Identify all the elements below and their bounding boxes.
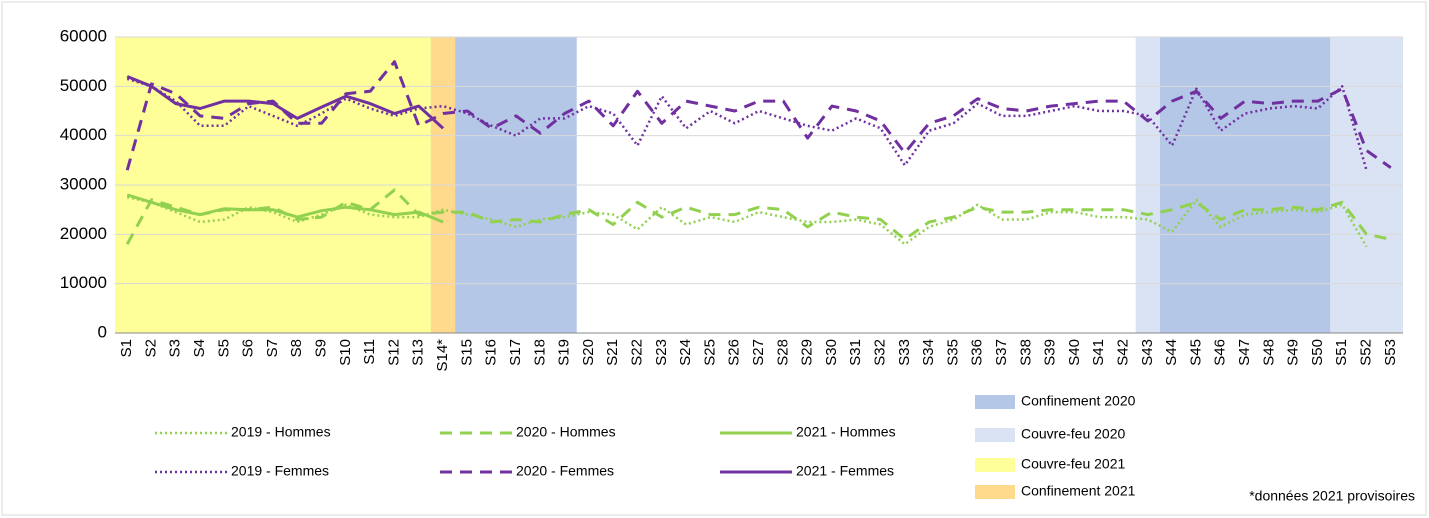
legend-swatch bbox=[975, 428, 1015, 442]
x-tick-label: S10 bbox=[337, 339, 354, 366]
x-tick-label: S18 bbox=[531, 339, 548, 366]
x-tick-label: S11 bbox=[361, 339, 378, 365]
x-tick-label: S40 bbox=[1066, 339, 1083, 366]
legend-swatch bbox=[975, 485, 1015, 499]
legend-label: Confinement 2020 bbox=[1021, 393, 1136, 409]
y-tick-label: 60000 bbox=[60, 26, 107, 45]
legend-label: Couvre-feu 2020 bbox=[1021, 426, 1126, 442]
x-tick-label: S9 bbox=[313, 339, 330, 357]
legend-label: 2021 - Hommes bbox=[796, 424, 896, 440]
x-tick-label: S16 bbox=[483, 339, 500, 366]
legend-swatch bbox=[975, 458, 1015, 472]
y-tick-label: 20000 bbox=[60, 224, 107, 243]
x-tick-label: S15 bbox=[458, 339, 475, 366]
x-tick-label: S7 bbox=[264, 339, 281, 357]
series-line bbox=[125, 60, 1392, 171]
legend-swatch bbox=[975, 395, 1015, 409]
legend-label: 2021 - Femmes bbox=[796, 463, 894, 479]
x-tick-label: S50 bbox=[1309, 339, 1326, 366]
x-tick-label: S29 bbox=[799, 339, 816, 366]
x-tick-label: S51 bbox=[1333, 339, 1350, 366]
x-tick-label: S46 bbox=[1212, 339, 1229, 366]
x-tick-label: S31 bbox=[847, 339, 864, 366]
x-tick-label: S19 bbox=[556, 339, 573, 366]
x-tick-label: S48 bbox=[1260, 339, 1277, 366]
note: *données 2021 provisoires bbox=[1249, 488, 1415, 504]
x-tick-label: S45 bbox=[1187, 339, 1204, 366]
legend-label: 2019 - Hommes bbox=[231, 424, 331, 440]
legend-label: Confinement 2021 bbox=[1021, 483, 1136, 499]
x-tick-label: S4 bbox=[191, 339, 208, 357]
x-tick-label: S25 bbox=[701, 339, 718, 366]
y-tick-label: 30000 bbox=[60, 174, 107, 193]
x-tick-label: S6 bbox=[240, 339, 257, 357]
x-tick-label: S41 bbox=[1090, 339, 1107, 366]
x-tick-label: S3 bbox=[167, 339, 184, 357]
x-tick-label: S17 bbox=[507, 339, 524, 366]
x-tick-label: S26 bbox=[726, 339, 743, 366]
series-line bbox=[126, 193, 444, 224]
x-tick-label: S21 bbox=[604, 339, 621, 366]
x-tick-label: S35 bbox=[944, 339, 961, 366]
x-tick-label: S39 bbox=[1042, 339, 1059, 366]
x-tick-label: S27 bbox=[750, 339, 767, 366]
series-line bbox=[126, 75, 445, 130]
x-tick-label: S1 bbox=[118, 339, 135, 357]
y-tick-label: 10000 bbox=[60, 273, 107, 292]
x-tick-label: S43 bbox=[1139, 339, 1156, 366]
x-tick-label: S44 bbox=[1163, 339, 1180, 366]
y-tick-label: 50000 bbox=[60, 76, 107, 95]
legend-label: Couvre-feu 2021 bbox=[1021, 456, 1126, 472]
series-line bbox=[126, 77, 1368, 171]
x-tick-label: S28 bbox=[774, 339, 791, 366]
x-tick-label: S23 bbox=[653, 339, 670, 366]
x-tick-label: S37 bbox=[993, 339, 1010, 366]
x-tick-label: S34 bbox=[920, 339, 937, 366]
x-tick-label: S24 bbox=[677, 339, 694, 366]
legend-label: 2019 - Femmes bbox=[231, 463, 329, 479]
x-tick-label: S33 bbox=[896, 339, 913, 366]
x-tick-label: S32 bbox=[871, 339, 888, 366]
x-tick-label: S8 bbox=[288, 339, 305, 357]
legend-label: 2020 - Hommes bbox=[516, 424, 616, 440]
x-tick-label: S53 bbox=[1382, 339, 1399, 366]
y-tick-label: 0 bbox=[98, 322, 107, 341]
x-tick-label: S22 bbox=[628, 339, 645, 366]
x-tick-label: S49 bbox=[1285, 339, 1302, 366]
legend-label: 2020 - Femmes bbox=[516, 463, 614, 479]
x-tick-label: S2 bbox=[142, 339, 159, 357]
x-tick-label: S5 bbox=[215, 339, 232, 357]
x-tick-label: S20 bbox=[580, 339, 597, 366]
x-tick-label: S42 bbox=[1114, 339, 1131, 366]
x-tick-label: S38 bbox=[1017, 339, 1034, 366]
x-tick-label: S14* bbox=[434, 339, 451, 372]
x-tick-label: S52 bbox=[1358, 339, 1375, 366]
y-tick-label: 40000 bbox=[60, 125, 107, 144]
x-tick-label: S12 bbox=[385, 339, 402, 366]
x-tick-label: S36 bbox=[969, 339, 986, 366]
x-tick-label: S13 bbox=[410, 339, 427, 366]
series-line bbox=[126, 196, 1368, 248]
x-tick-label: S30 bbox=[823, 339, 840, 366]
x-tick-label: S47 bbox=[1236, 339, 1253, 366]
